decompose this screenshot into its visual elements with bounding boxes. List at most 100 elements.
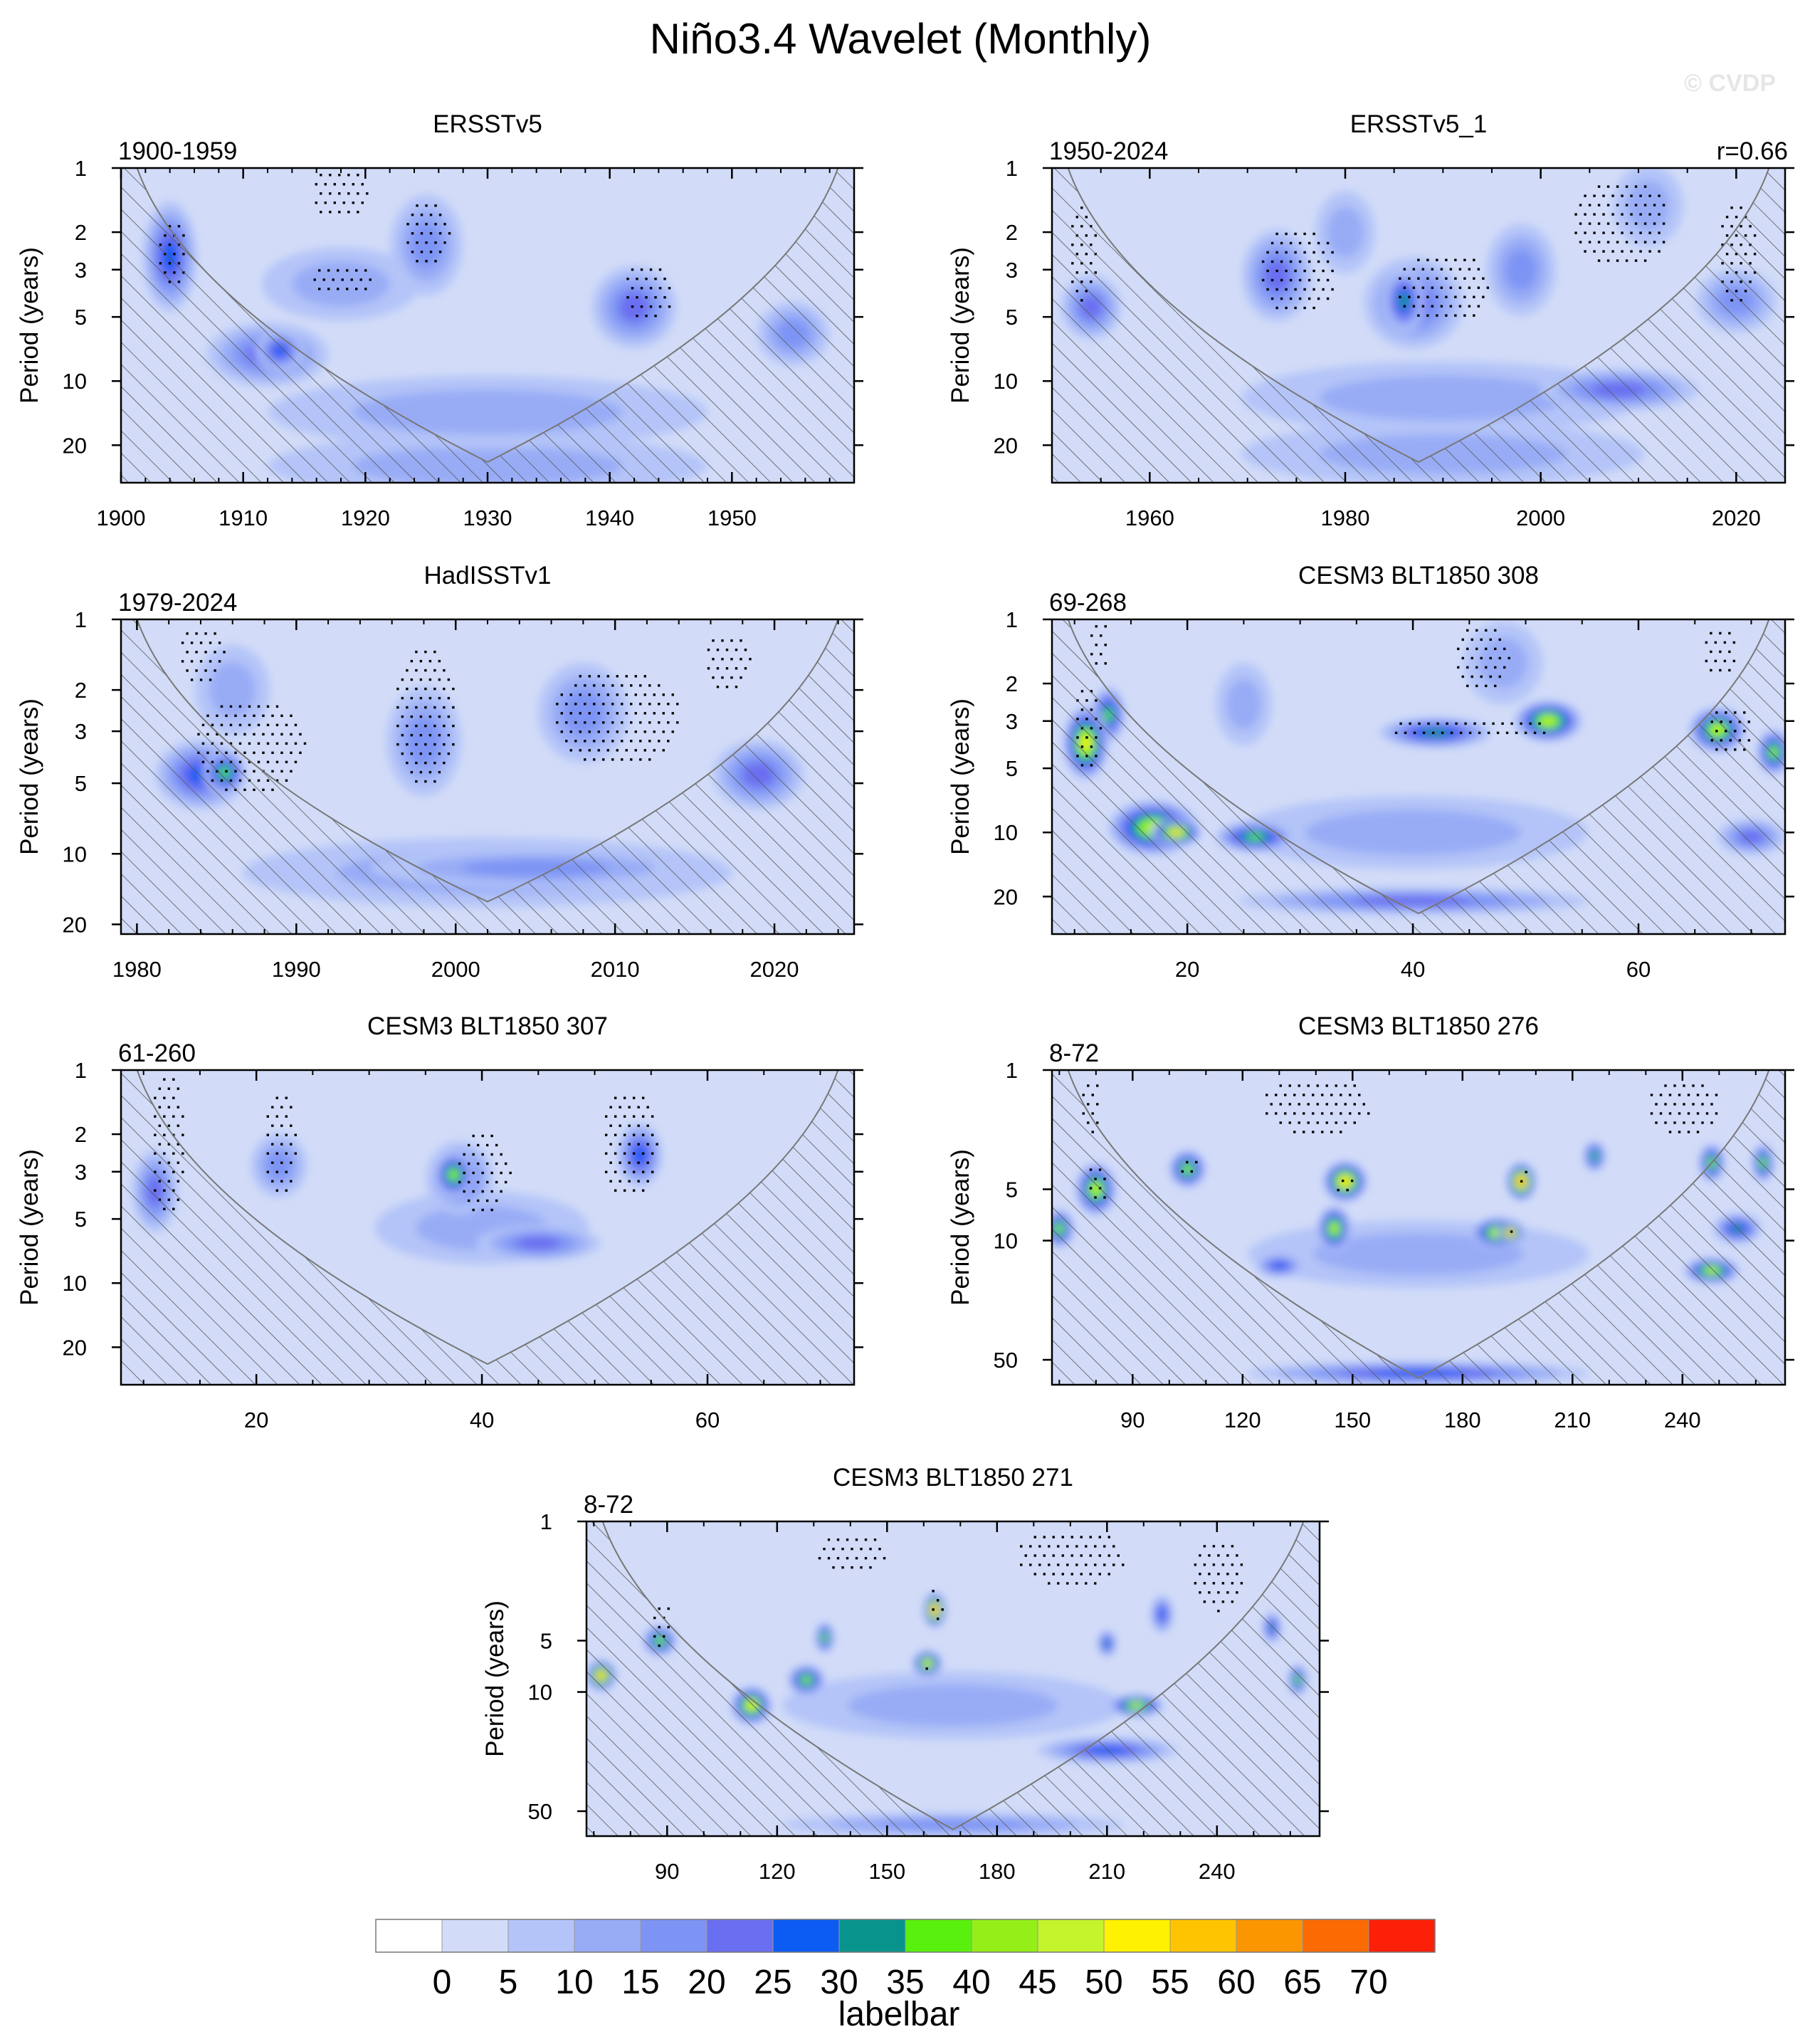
stipple-dot bbox=[199, 678, 203, 681]
stipple-dot bbox=[229, 742, 233, 745]
stipple-dot bbox=[873, 1556, 877, 1560]
stipple-dot bbox=[238, 705, 242, 708]
stipple-dot bbox=[1203, 1545, 1206, 1548]
contour-blob bbox=[1272, 1262, 1286, 1269]
stipple-dot bbox=[424, 780, 427, 783]
stipple-dot bbox=[1485, 647, 1488, 651]
stipple-dot bbox=[1668, 1094, 1672, 1096]
stipple-dot bbox=[602, 684, 605, 687]
stipple-dot bbox=[337, 269, 340, 272]
stipple-dot bbox=[1625, 259, 1629, 262]
stipple-dot bbox=[851, 1547, 853, 1551]
stipple-dot bbox=[662, 693, 665, 696]
stipple-dot bbox=[1340, 1094, 1342, 1096]
stipple-dot bbox=[329, 192, 332, 195]
stipple-dot bbox=[443, 706, 446, 709]
stipple-dot bbox=[290, 1180, 293, 1183]
stipple-dot bbox=[299, 751, 302, 755]
stipple-dot bbox=[626, 278, 629, 281]
stipple-dot bbox=[651, 1152, 654, 1155]
stipple-dot bbox=[1459, 731, 1463, 735]
stipple-dot bbox=[588, 675, 591, 678]
stipple-dot bbox=[1616, 259, 1619, 262]
stipple-dot bbox=[712, 639, 715, 642]
stipple-dot bbox=[1325, 1121, 1328, 1124]
cone-of-influence-line bbox=[136, 619, 839, 903]
stipple-dot bbox=[1090, 634, 1093, 637]
stipple-dot bbox=[158, 1087, 162, 1090]
x-tick-label: 2000 bbox=[1516, 505, 1565, 530]
labelbar-tick-label: 70 bbox=[1349, 1964, 1387, 2001]
stipple-dot bbox=[663, 278, 666, 281]
stipple-dot bbox=[1335, 1084, 1337, 1087]
stipple-dot bbox=[433, 743, 436, 746]
stipple-dot bbox=[467, 1143, 470, 1147]
stipple-dot bbox=[653, 749, 656, 752]
stipple-dot bbox=[438, 696, 441, 700]
stipple-dot bbox=[352, 201, 354, 204]
stipple-dot bbox=[1732, 641, 1736, 644]
stipple-dot bbox=[1087, 1103, 1090, 1106]
y-tick-label: 20 bbox=[63, 1335, 87, 1360]
stipple-dot bbox=[266, 1152, 269, 1155]
stipple-dot bbox=[1330, 1131, 1333, 1133]
stipple-dot bbox=[604, 1170, 608, 1173]
stipple-dot bbox=[280, 751, 283, 755]
stipple-dot bbox=[318, 269, 321, 272]
stipple-dot bbox=[740, 639, 742, 642]
stipple-dot bbox=[476, 1180, 480, 1184]
stipple-dot bbox=[167, 1087, 171, 1090]
stipple-dot bbox=[416, 204, 419, 207]
stipple-dot bbox=[195, 651, 198, 654]
stipple-dot bbox=[616, 730, 619, 733]
stipple-dot bbox=[410, 715, 414, 718]
panel-title: CESM3 BLT1850 276 bbox=[1298, 1012, 1539, 1040]
stipple-dot bbox=[604, 1115, 608, 1118]
stipple-dot bbox=[355, 269, 358, 272]
stipple-dot bbox=[1450, 731, 1453, 735]
stipple-dot bbox=[1070, 1573, 1073, 1576]
stipple-dot bbox=[248, 723, 251, 727]
y-tick-label: 5 bbox=[1006, 305, 1018, 330]
stipple-dot bbox=[936, 1599, 940, 1602]
stipple-dot bbox=[630, 703, 633, 706]
stipple-dot bbox=[476, 1143, 480, 1147]
stipple-dot bbox=[1431, 305, 1434, 308]
plot-area bbox=[1052, 1070, 1785, 1385]
stipple-dot bbox=[1650, 1112, 1653, 1115]
stipple-dot bbox=[1606, 259, 1610, 262]
stipple-dot bbox=[1307, 297, 1311, 300]
y-tick-label: 1 bbox=[1006, 607, 1018, 632]
labelbar-frame bbox=[375, 1919, 1436, 1953]
stipple-dot bbox=[1048, 1563, 1051, 1566]
stipple-dot bbox=[616, 675, 619, 678]
contour-blob bbox=[406, 716, 441, 766]
labelbar-tick-label: 65 bbox=[1283, 1964, 1321, 2001]
stipple-dot bbox=[1217, 1591, 1220, 1594]
panel-title: CESM3 BLT1850 271 bbox=[833, 1464, 1073, 1492]
labelbar-swatch bbox=[1368, 1919, 1436, 1953]
stipple-dot bbox=[1478, 731, 1481, 735]
stipple-dot bbox=[634, 712, 637, 715]
stipple-dot bbox=[275, 1133, 278, 1136]
stipple-dot bbox=[1436, 314, 1438, 317]
stipple-dot bbox=[1052, 1573, 1055, 1576]
stipple-dot bbox=[634, 675, 637, 678]
stipple-dot bbox=[1289, 278, 1293, 282]
x-tick-label: 210 bbox=[1088, 1859, 1125, 1884]
stipple-dot bbox=[1426, 314, 1429, 317]
stipple-dot bbox=[593, 740, 596, 743]
stipple-dot bbox=[1221, 1563, 1225, 1566]
stipple-dot bbox=[735, 686, 738, 688]
stipple-dot bbox=[415, 761, 418, 765]
stipple-dot bbox=[294, 742, 298, 745]
stipple-dot bbox=[1664, 1103, 1667, 1106]
stipple-dot bbox=[322, 278, 325, 281]
stipple-dot bbox=[855, 1538, 858, 1541]
stipple-dot bbox=[1212, 1600, 1216, 1603]
stipple-dot bbox=[1298, 1103, 1300, 1106]
stipple-dot bbox=[721, 658, 724, 661]
panel-left-label: 61-260 bbox=[118, 1039, 196, 1067]
y-tick-label: 20 bbox=[994, 433, 1018, 458]
stipple-dot bbox=[1510, 722, 1513, 725]
